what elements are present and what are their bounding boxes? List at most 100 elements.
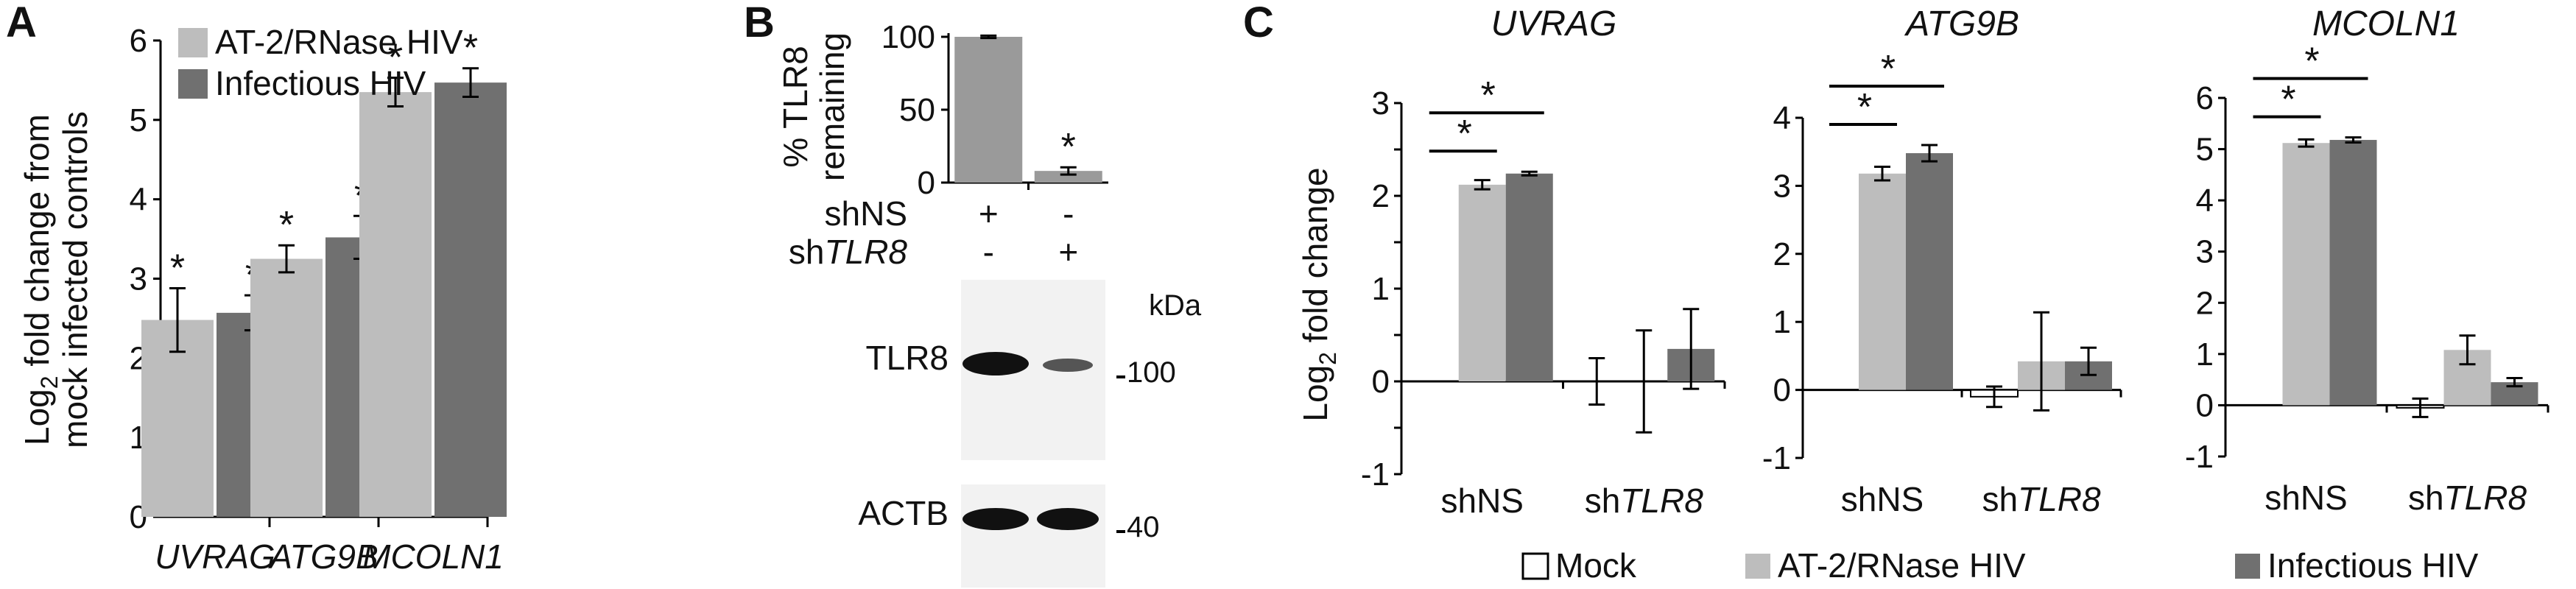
a-legend-label: AT-2/RNase HIV	[215, 23, 463, 61]
b-y-axis-label: % TLR8	[776, 46, 814, 167]
a-legend-label: Infectious HIV	[215, 64, 426, 102]
panel-label-a: A	[6, 0, 37, 46]
a-x-tick-label: ATG9B	[267, 537, 378, 576]
a-legend-swatch	[178, 69, 208, 99]
c-bar	[1906, 153, 1953, 390]
b-bar	[954, 37, 1023, 183]
c-significance-star: *	[1481, 74, 1496, 117]
a-significance-star: *	[388, 37, 403, 80]
blot-actb-label: ACTB	[858, 494, 949, 532]
c-significance-star: *	[1457, 113, 1472, 155]
c-x-tick-label: shNS	[1841, 480, 1924, 518]
c-y-tick-label: 1	[2196, 336, 2214, 373]
c-y-axis-label: Log2 fold change	[1296, 167, 1341, 421]
shared-legend-label: Mock	[1555, 546, 1637, 585]
c-y-tick-label: 4	[2196, 183, 2214, 219]
c-x-tick-label: shTLR8	[1585, 482, 1703, 520]
a-y-tick-label: 3	[130, 261, 147, 297]
c-y-tick-label: 0	[1773, 373, 1791, 409]
a-significance-star: *	[279, 204, 294, 247]
a-legend-swatch	[178, 28, 208, 57]
blot-marker-100: 100	[1127, 356, 1176, 389]
b-row-label: shNS	[825, 194, 907, 233]
c-y-tick-label: 2	[1372, 178, 1390, 214]
panel-label-c: C	[1243, 0, 1274, 46]
c-bar	[1458, 184, 1506, 381]
c-x-tick-label: shNS	[1441, 482, 1524, 520]
c-y-tick-label: 3	[1372, 85, 1390, 121]
c-significance-star: *	[2304, 40, 2319, 83]
b-y-axis-label-line2: remaining	[813, 32, 851, 181]
c-y-tick-label: 1	[1773, 304, 1791, 340]
a-y-axis-label: Log2 fold change from	[18, 114, 63, 445]
b-treatment-mark: +	[1058, 233, 1078, 271]
c-y-tick-label: -1	[2185, 439, 2214, 475]
a-significance-star: *	[170, 247, 185, 289]
c-x-tick-label: shTLR8	[1982, 480, 2100, 518]
c-x-tick-label: shTLR8	[2408, 479, 2527, 517]
c-y-tick-label: 4	[1773, 100, 1791, 136]
western-blot: kDa TLR8 ACTB 100 40	[858, 280, 1202, 588]
shared-legend: Mock AT-2/RNase HIV Infectious HIV	[1521, 546, 2479, 585]
a-x-tick-label: MCOLN1	[362, 537, 504, 576]
c-y-tick-label: 2	[1773, 236, 1791, 272]
panel-label-b: B	[744, 0, 775, 46]
c-y-tick-label: 3	[2196, 234, 2214, 270]
b-y-tick-label: 50	[899, 92, 935, 128]
b-y-tick-label: 100	[881, 19, 935, 55]
c-y-tick-label: 3	[1773, 168, 1791, 204]
b-bar	[1034, 171, 1102, 183]
b-treatment-mark: +	[979, 194, 999, 233]
blot-tlr8-label: TLR8	[866, 339, 949, 377]
shared-legend-swatch	[1745, 554, 1770, 579]
c-x-tick-label: shNS	[2264, 479, 2347, 517]
c-significance-star: *	[1881, 48, 1896, 91]
blot-kda-label: kDa	[1149, 289, 1202, 322]
c-y-tick-label: 1	[1372, 271, 1390, 307]
b-y-tick-label: 0	[918, 165, 935, 201]
blot-actb-band-shns	[963, 508, 1029, 530]
c-y-tick-label: 2	[2196, 285, 2214, 321]
blot-actb-membrane	[961, 484, 1105, 588]
c-y-tick-label: 0	[1372, 364, 1390, 400]
c-significance-star: *	[1857, 86, 1872, 129]
c-significance-star: *	[2281, 79, 2295, 121]
a-bar	[434, 82, 507, 517]
c-gene-title: ATG9B	[1904, 4, 2019, 43]
c-gene-title: MCOLN1	[2312, 4, 2460, 43]
shared-legend-label: AT-2/RNase HIV	[1778, 546, 2026, 585]
c-bar	[2282, 143, 2330, 406]
a-y-axis-label-line2: mock infected controls	[56, 111, 94, 448]
c-y-tick-label: -1	[1361, 456, 1390, 493]
a-bar	[250, 258, 323, 517]
blot-actb-band-shtlr8	[1037, 508, 1099, 530]
c-y-tick-label: -1	[1762, 440, 1791, 476]
blot-marker-40: 40	[1127, 511, 1160, 543]
a-y-tick-label: 4	[130, 182, 147, 218]
c-bar	[2329, 140, 2377, 406]
a-y-tick-label: 6	[130, 23, 147, 59]
c-bar	[1505, 173, 1553, 381]
b-treatment-mark: -	[983, 233, 994, 271]
b-treatment-mark: -	[1063, 194, 1074, 233]
c-bar	[1859, 173, 1906, 390]
blot-tlr8-band-shtlr8	[1043, 359, 1093, 372]
blot-tlr8-band-shns	[963, 352, 1029, 375]
c-y-tick-label: 0	[2196, 387, 2214, 423]
a-y-tick-label: 5	[130, 102, 147, 138]
shared-legend-swatch	[1521, 552, 1549, 580]
a-significance-star: *	[463, 27, 478, 70]
shared-legend-label: Infectious HIV	[2267, 546, 2479, 585]
c-y-tick-label: 5	[2196, 132, 2214, 168]
b-significance-star: *	[1061, 126, 1076, 169]
b-row-label: shTLR8	[789, 233, 907, 271]
c-y-tick-label: 6	[2196, 80, 2214, 116]
a-bar	[359, 92, 432, 517]
a-x-tick-label: UVRAG	[155, 537, 275, 576]
c-gene-title: UVRAG	[1491, 4, 1617, 43]
shared-legend-swatch	[2235, 554, 2260, 579]
